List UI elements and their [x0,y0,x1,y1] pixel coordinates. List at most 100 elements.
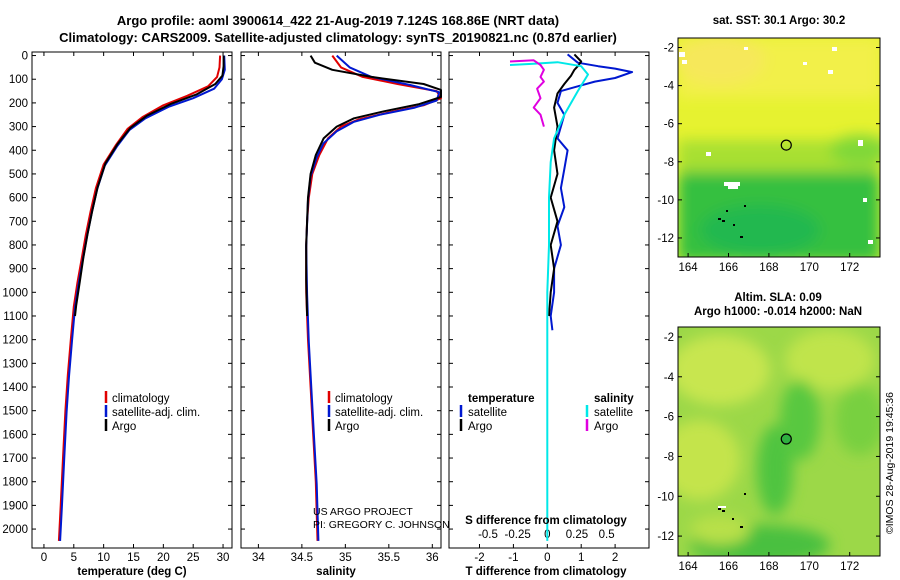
depth-tick-label: 1500 [2,406,28,418]
series-line-t-argo [548,53,583,317]
legend-label-climatology: climatology [335,393,393,405]
map-x-tick-label: 170 [800,262,819,274]
salinity-legend: climatology satellite-adj. clim. Argo [327,391,423,433]
x-tick-label: -2 [474,552,484,564]
map-y-tick-label: -4 [664,372,675,384]
sla-map-title: Altim. SLA: 0.09 [734,292,822,304]
depth-tick-label: 300 [9,122,28,134]
map-y-tick-label: -6 [664,119,674,131]
map-y-tick-label: -12 [657,531,674,543]
argo-position-marker [780,433,792,445]
x-tick-label: 35.5 [378,552,400,564]
timestamp: ©IMOS 28-Aug-2019 19:45:36 [884,392,896,534]
legend-label-climatology: climatology [112,393,170,405]
sst-map-field [678,38,880,257]
depth-tick-label: 1900 [2,500,28,512]
salinity-panel-frame [240,51,442,549]
map-x-tick-label: 166 [719,561,738,573]
x-tick-label: 0 [41,552,47,564]
map-y-tick-label: -10 [657,491,674,503]
legend-label-satellite: satellite-adj. clim. [335,407,423,419]
map-x-tick-label: 166 [719,262,738,274]
salinity-xlabel: salinity [316,566,356,578]
t-difference-xlabel: T difference from climatology [465,566,627,578]
map-y-tick-label: -8 [664,451,674,463]
depth-tick-label: 600 [9,193,28,205]
sla-map-subtitle: Argo h1000: -0.014 h2000: NaN [694,306,862,318]
depth-tick-label: 1600 [2,429,28,441]
sst-map-frame [677,37,881,258]
figure-title-line1: Argo profile: aoml 3900614_422 21-Aug-20… [117,13,559,28]
temperature-xlabel: temperature (deg C) [77,566,186,578]
sla-map-field [678,327,880,556]
series-line-s-satellite [509,61,589,541]
temperature-panel-frame [31,51,233,549]
legend-title-temperature: temperature [468,393,534,405]
x2-tick-label: -0.5 [478,529,498,541]
x-tick-label: 30 [217,552,230,564]
difference-panel-frame [448,51,650,549]
x-tick-label: 2 [612,552,618,564]
legend-label-satellite: satellite-adj. clim. [112,407,200,419]
depth-tick-label: 2000 [2,524,28,536]
depth-tick-label: 800 [9,240,28,252]
map-x-tick-label: 164 [679,561,699,573]
depth-tick-label: 1300 [2,358,28,370]
figure-title-line2: Climatology: CARS2009. Satellite-adjuste… [59,30,617,45]
map-x-tick-label: 170 [800,561,819,573]
depth-tick-label: 1000 [2,287,28,299]
depth-tick-label: 200 [9,98,28,110]
x-tick-label: -1 [508,552,518,564]
depth-tick-label: 0 [22,51,28,63]
sla-map-frame [677,326,881,557]
map-x-tick-label: 168 [759,262,778,274]
map-y-tick-label: -4 [664,81,675,93]
legend-label-s-satellite: satellite [594,407,633,419]
salinity-profile-plot: 34 34.5 35 35.5 36 [252,52,442,564]
legend-label-s-argo: Argo [594,421,618,433]
depth-tick-label: 1100 [3,311,28,323]
x-tick-label: 10 [97,552,110,564]
legend-label-t-argo: Argo [468,421,492,433]
difference-legend: temperature satellite Argo salinity sate… [459,393,634,433]
series-line-argo [74,55,225,317]
temperature-profile-plot: 0 5 10 15 20 25 30 [41,52,230,564]
map-y-tick-label: -10 [657,195,674,207]
x-tick-label: 20 [157,552,170,564]
x-tick-label: 1 [578,552,584,564]
map-y-tick-label: -6 [664,412,674,424]
x-tick-label: 34.5 [291,552,313,564]
x2-tick-label: 0.5 [599,529,615,541]
x-tick-label: 34 [252,552,265,564]
depth-tick-label: 1700 [2,453,28,465]
map-y-tick-label: -8 [664,157,674,169]
pi-credit: PI: GREGORY C. JOHNSON [313,519,450,531]
series-line-t-satellite [549,53,634,331]
series-line-climatology [305,55,442,541]
depth-tick-label: 1400 [2,382,28,394]
depth-axis: 0 100 200 300 400 500 600 700 800 900 1000 1100 1200… [2,51,649,536]
map-x-tick-label: 164 [679,262,699,274]
series-line-s-argo [509,59,545,127]
x-tick-label: 0 [544,552,550,564]
legend-title-salinity: salinity [594,393,634,405]
x-tick-label: 35 [339,552,352,564]
sst-map-title: sat. SST: 30.1 Argo: 30.2 [713,15,846,27]
x-tick-label: 36 [426,552,439,564]
x-tick-label: 5 [71,552,77,564]
map-y-tick-label: -12 [657,233,674,245]
map-y-tick-label: -2 [664,43,674,55]
depth-tick-label: 700 [9,216,28,228]
series-line-satellite-adj-clim- [59,55,226,541]
map-x-tick-label: 172 [840,262,859,274]
legend-label-t-satellite: satellite [468,407,507,419]
x-tick-label: 15 [127,552,140,564]
map-x-tick-label: 168 [759,561,778,573]
legend-label-argo: Argo [112,421,136,433]
sst-map-axes: 164 166 168 170 172 -2 -4 -6 -8 -10 -12 [657,43,880,274]
series-line-climatology [57,55,222,541]
difference-profile-plot: -2 -1 0 1 2-0.5 -0.25 0 0.25 0.5 [474,52,634,564]
x2-tick-label: 0.25 [566,529,588,541]
depth-tick-label: 100 [9,74,28,86]
